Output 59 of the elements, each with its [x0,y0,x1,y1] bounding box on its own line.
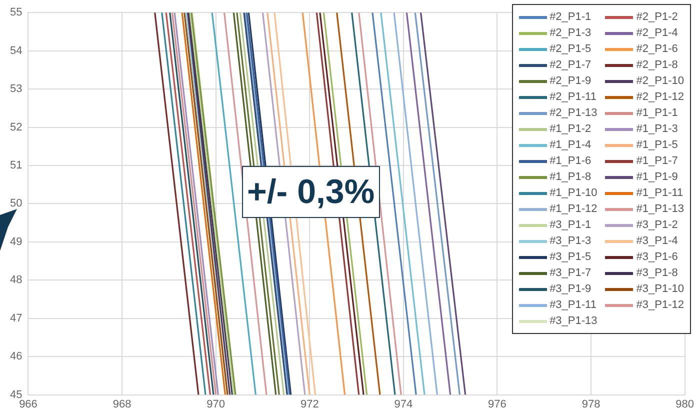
legend-label: #3_P1-4 [636,235,678,247]
y-tick-label: 48 [10,274,22,286]
legend-label: #1_P1-12 [550,203,598,215]
legend-label: #1_P1-11 [636,187,684,199]
legend-label: #1_P1-1 [636,107,678,119]
x-tick-label: 978 [582,398,600,410]
legend-label: #1_P1-6 [550,155,592,167]
legend-label: #1_P1-2 [550,123,592,135]
legend-label: #2_P1-2 [636,11,678,23]
legend-label: #3_P1-9 [550,283,592,295]
legend-label: #2_P1-13 [550,107,598,119]
legend-label: #3_P1-5 [550,251,592,263]
y-tick-label: 46 [10,350,22,363]
legend-label: #3_P1-1 [550,219,592,231]
x-tick-label: 974 [394,398,413,410]
y-tick-label: 54 [10,44,22,57]
legend-label: #1_P1-7 [636,155,678,167]
legend-label: #2_P1-4 [636,27,678,39]
annotation: +/- 0,3% [242,166,380,218]
legend-label: #2_P1-6 [636,43,678,55]
x-tick-label: 972 [300,398,319,410]
legend-label: #2_P1-12 [636,91,684,103]
legend-label: #2_P1-3 [550,27,592,39]
y-tick-label: 51 [10,160,22,172]
legend-label: #2_P1-10 [636,75,684,87]
legend-label: #2_P1-7 [550,59,592,71]
legend-label: #1_P1-4 [550,139,592,151]
legend-label: #1_P1-13 [636,203,684,215]
y-tick-label: 50 [10,198,22,210]
legend-label: #3_P1-11 [550,299,596,311]
legend-label: #2_P1-11 [550,91,596,103]
y-tick-label: 52 [10,121,22,134]
legend-label: #1_P1-8 [550,171,592,183]
legend-label: #1_P1-9 [636,171,678,183]
legend-label: #3_P1-10 [636,283,684,295]
legend-label: #3_P1-3 [550,235,592,247]
legend-label: #2_P1-9 [550,75,592,87]
legend-label: #3_P1-2 [636,219,678,231]
y-tick-label: 49 [10,236,22,248]
legend-label: #1_P1-3 [636,123,678,135]
y-tick-label: 55 [10,6,22,19]
legend-label: #3_P1-7 [550,267,592,279]
y-tick-label: 45 [10,388,22,401]
x-tick-label: 976 [488,398,506,410]
legend-label: #1_P1-10 [550,187,598,199]
x-tick-label: 966 [19,398,38,410]
legend-label: #1_P1-5 [636,139,678,151]
legend-label: #2_P1-8 [636,59,678,71]
legend-label: #3_P1-6 [636,251,678,263]
x-tick-label: 970 [206,398,226,410]
y-tick-label: 53 [10,83,22,96]
legend-label: #3_P1-12 [636,299,684,311]
legend-label: #3_P1-8 [636,267,678,279]
legend-label: #2_P1-1 [550,11,592,23]
y-tick-label: 47 [10,312,22,324]
x-tick-label: 980 [676,398,694,410]
legend-label: #3_P1-13 [550,315,598,327]
legend-label: #2_P1-5 [550,43,592,55]
x-tick-label: 968 [112,398,132,410]
